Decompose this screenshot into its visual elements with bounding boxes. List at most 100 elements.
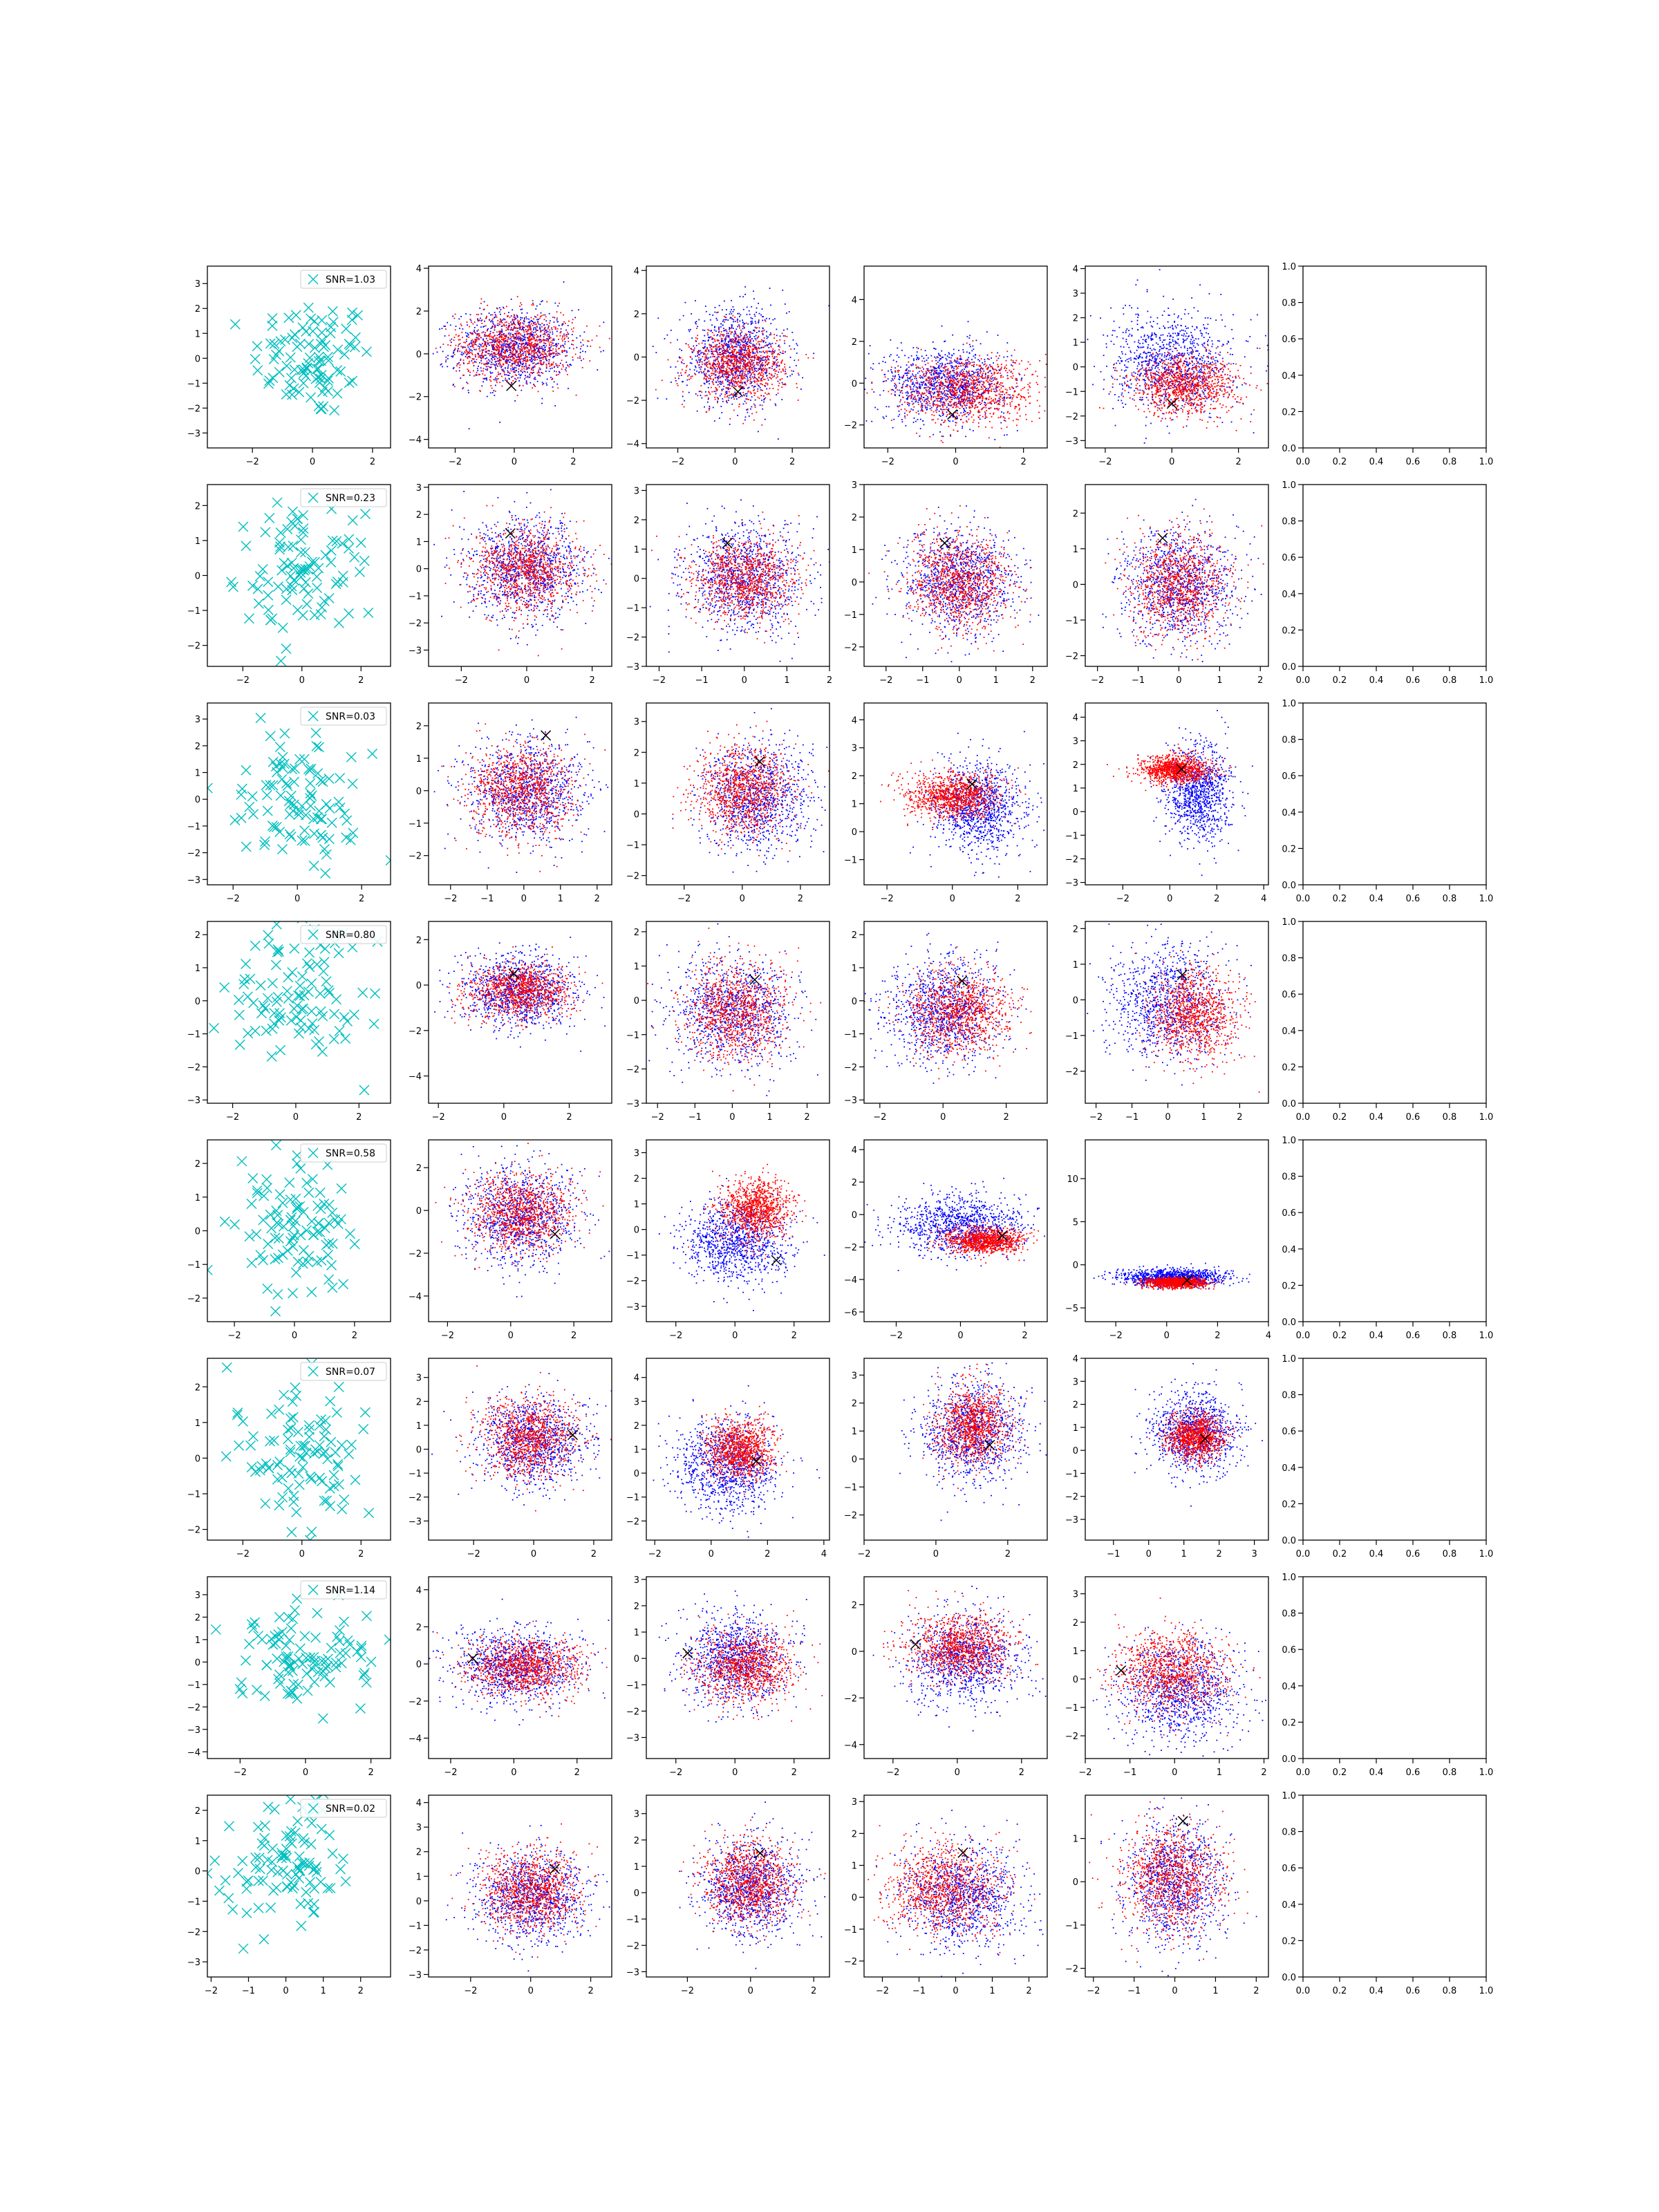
sample-point bbox=[314, 352, 324, 362]
blue-point bbox=[980, 404, 981, 405]
blue-point bbox=[903, 375, 904, 376]
red-point bbox=[730, 370, 731, 371]
blue-point bbox=[536, 306, 538, 307]
blue-point bbox=[467, 346, 469, 348]
red-point bbox=[513, 357, 514, 358]
blue-point bbox=[794, 359, 795, 361]
red-point bbox=[507, 329, 509, 330]
red-point bbox=[538, 350, 540, 351]
red-point bbox=[779, 339, 780, 341]
blue-point bbox=[765, 342, 767, 344]
blue-point bbox=[469, 428, 470, 429]
red-point bbox=[499, 365, 500, 366]
blue-point bbox=[510, 333, 512, 335]
red-point bbox=[729, 355, 730, 356]
red-point bbox=[784, 366, 785, 368]
red-point bbox=[767, 357, 768, 358]
blue-point bbox=[480, 344, 482, 346]
blue-point bbox=[961, 359, 962, 360]
blue-point bbox=[754, 405, 756, 406]
red-point bbox=[489, 337, 491, 338]
blue-point bbox=[987, 358, 988, 359]
blue-point bbox=[750, 400, 751, 401]
red-point bbox=[718, 355, 719, 357]
red-point bbox=[703, 353, 704, 355]
red-point bbox=[736, 376, 738, 377]
blue-point bbox=[528, 324, 529, 326]
blue-point bbox=[968, 414, 969, 415]
blue-point bbox=[756, 371, 758, 372]
blue-point bbox=[565, 341, 566, 343]
red-point bbox=[726, 370, 727, 371]
sample-point bbox=[333, 345, 343, 355]
red-point bbox=[753, 420, 755, 421]
blue-point bbox=[735, 372, 736, 373]
red-point bbox=[749, 368, 750, 369]
blue-point bbox=[700, 359, 702, 360]
red-point bbox=[520, 333, 521, 335]
red-point bbox=[552, 317, 554, 318]
blue-point bbox=[506, 335, 507, 337]
red-point bbox=[496, 337, 498, 339]
blue-point bbox=[964, 402, 965, 403]
blue-point bbox=[901, 342, 902, 344]
blue-point bbox=[476, 325, 478, 326]
red-point bbox=[709, 363, 711, 364]
red-point bbox=[686, 365, 688, 366]
red-point bbox=[755, 348, 756, 350]
blue-point bbox=[726, 330, 727, 332]
blue-point bbox=[554, 321, 555, 323]
blue-point bbox=[549, 313, 550, 315]
red-point bbox=[536, 334, 537, 335]
blue-point bbox=[954, 377, 955, 378]
red-point bbox=[711, 375, 713, 376]
blue-point bbox=[919, 400, 921, 401]
blue-point bbox=[946, 416, 947, 418]
red-point bbox=[722, 359, 724, 360]
blue-point bbox=[728, 332, 729, 334]
red-point bbox=[490, 335, 491, 337]
sample-point bbox=[299, 378, 308, 388]
red-point bbox=[449, 335, 450, 336]
blue-point bbox=[528, 322, 529, 324]
blue-point bbox=[512, 309, 513, 310]
blue-point bbox=[559, 371, 560, 373]
blue-point bbox=[698, 359, 700, 361]
blue-point bbox=[529, 374, 530, 375]
blue-point bbox=[948, 357, 950, 358]
blue-point bbox=[711, 350, 713, 352]
red-point bbox=[745, 346, 747, 347]
blue-point bbox=[488, 359, 489, 361]
red-point bbox=[566, 336, 568, 337]
red-point bbox=[536, 330, 537, 331]
red-point bbox=[542, 384, 543, 385]
blue-point bbox=[931, 407, 932, 409]
blue-point bbox=[465, 356, 467, 357]
red-point bbox=[767, 384, 769, 386]
red-point bbox=[709, 345, 711, 346]
red-point bbox=[755, 377, 756, 379]
red-point bbox=[520, 359, 521, 360]
red-point bbox=[518, 321, 519, 323]
blue-point bbox=[898, 378, 899, 379]
red-point bbox=[762, 347, 764, 348]
blue-point bbox=[460, 377, 461, 379]
red-point bbox=[502, 356, 503, 357]
red-point bbox=[482, 343, 483, 344]
red-point bbox=[538, 351, 540, 353]
blue-point bbox=[529, 368, 530, 369]
red-point bbox=[717, 339, 718, 341]
blue-point bbox=[737, 319, 738, 320]
blue-point bbox=[466, 341, 467, 342]
blue-point bbox=[692, 351, 693, 353]
blue-point bbox=[529, 321, 531, 322]
blue-point bbox=[495, 367, 496, 368]
red-point bbox=[514, 318, 516, 319]
red-point bbox=[729, 347, 731, 348]
blue-point bbox=[890, 369, 892, 371]
blue-point bbox=[930, 393, 931, 395]
red-point bbox=[512, 330, 514, 331]
red-point bbox=[755, 370, 756, 371]
blue-point bbox=[899, 411, 900, 412]
red-point bbox=[734, 317, 735, 318]
